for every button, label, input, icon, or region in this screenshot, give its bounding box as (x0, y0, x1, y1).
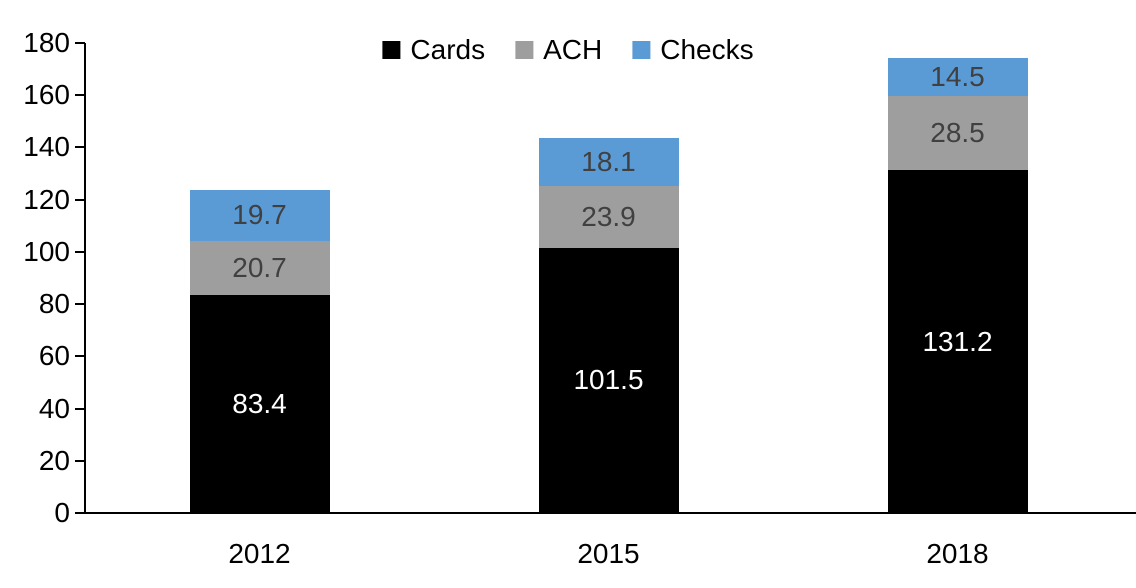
cards-legend-label: Cards (410, 34, 486, 65)
y-tick-label: 140 (23, 131, 70, 163)
legend: Cards ACH Checks (382, 34, 754, 65)
y-tick-label: 80 (38, 288, 70, 320)
x-axis-line (75, 512, 1136, 514)
bar-segment-cards-2018: 131.2 (887, 170, 1028, 513)
value-label: 14.5 (930, 61, 985, 93)
legend-item-cards: Cards (382, 36, 485, 64)
cards-legend-swatch-icon (382, 41, 401, 59)
y-tick-mark (75, 303, 85, 306)
y-tick-label: 100 (23, 235, 70, 267)
y-tick-mark (75, 198, 85, 201)
bar-segment-cards-2012: 83.4 (189, 295, 330, 513)
ach-legend-label: ACH (543, 34, 603, 65)
bar-segment-checks-2012: 19.7 (189, 189, 330, 242)
value-label: 101.5 (573, 364, 644, 396)
y-tick-mark (75, 94, 85, 97)
checks-legend-swatch-icon (632, 41, 651, 59)
y-tick-mark (75, 146, 85, 149)
y-tick-label: 40 (38, 392, 70, 424)
y-tick-mark (75, 355, 85, 358)
y-tick-label: 60 (38, 340, 70, 372)
legend-item-checks: Checks (632, 34, 754, 65)
y-tick-mark (75, 407, 85, 410)
y-tick-label: 0 (54, 497, 70, 528)
value-label: 19.7 (232, 199, 287, 231)
x-tick-label-2015: 2015 (577, 538, 640, 569)
bar-segment-ach-2018: 28.5 (887, 96, 1028, 171)
value-label: 23.9 (581, 200, 636, 232)
value-label: 18.1 (581, 145, 636, 177)
x-tick-label-2012: 2012 (228, 538, 291, 569)
value-label: 28.5 (930, 117, 985, 149)
bar-segment-cards-2015: 101.5 (538, 247, 679, 513)
value-label: 83.4 (232, 388, 287, 420)
y-tick-mark (75, 42, 85, 44)
bar-segment-checks-2015: 18.1 (538, 138, 679, 186)
y-tick-mark (75, 459, 85, 462)
y-tick-label: 180 (23, 27, 70, 58)
y-tick-mark (75, 250, 85, 253)
y-axis-line (84, 43, 86, 513)
ach-legend-swatch-icon (515, 41, 534, 59)
bar-segment-ach-2012: 20.7 (189, 241, 330, 296)
y-tick-label: 160 (23, 79, 70, 111)
y-tick-label: 20 (38, 444, 70, 476)
value-label: 131.2 (922, 325, 993, 357)
x-tick-label-2018: 2018 (926, 538, 989, 569)
checks-legend-label: Checks (660, 34, 754, 65)
legend-item-ach: ACH (515, 36, 602, 64)
bar-segment-checks-2018: 14.5 (887, 58, 1028, 96)
value-label: 20.7 (232, 252, 287, 284)
bar-segment-ach-2015: 23.9 (538, 185, 679, 248)
y-tick-label: 120 (23, 183, 70, 215)
